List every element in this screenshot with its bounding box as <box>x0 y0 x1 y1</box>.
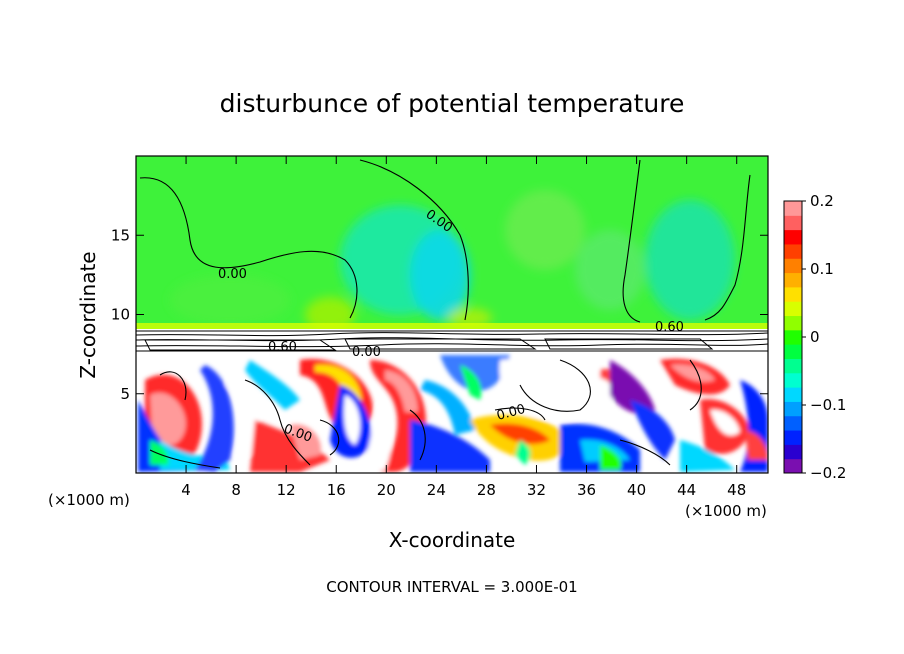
colorbar-swatch <box>784 215 802 231</box>
x-tick-label: 44 <box>677 481 696 499</box>
y-axis-title: Z-coordinate <box>76 251 100 378</box>
x-tick-label: 12 <box>277 481 296 499</box>
chart-title: disturbunce of potential temperature <box>220 89 685 118</box>
colorbar-tick-label: −0.1 <box>810 396 846 414</box>
contour-label: 0.00 <box>218 267 247 282</box>
colorbar-tick-label: 0 <box>810 328 820 346</box>
warm-interface-band <box>136 323 768 329</box>
plot-area: 0.00 0.00 0.60 0.00 0.00 0.00 0.60 <box>136 156 768 473</box>
y-axis: 5 10 15 <box>111 226 768 403</box>
colorbar-swatch <box>784 272 802 288</box>
contour-label: 0.00 <box>495 402 527 424</box>
x-tick-label: 24 <box>427 481 446 499</box>
x-axis-title: X-coordinate <box>389 528 516 552</box>
colorbar-swatch <box>784 258 802 274</box>
x-unit-label: (×1000 m) <box>685 502 767 520</box>
y-tick-label: 5 <box>120 385 130 403</box>
x-tick-label: 28 <box>477 481 496 499</box>
colorbar-tick-label: −0.2 <box>810 464 846 482</box>
colorbar-swatch <box>784 372 802 388</box>
colorbar-swatch <box>784 458 802 474</box>
z-unit-label: (×1000 m) <box>48 491 130 509</box>
y-tick-label: 10 <box>111 306 130 324</box>
colorbar-swatch <box>784 301 802 317</box>
colorbar-tick-label: 0.2 <box>810 192 834 210</box>
x-tick-label: 48 <box>727 481 746 499</box>
x-tick-label: 4 <box>181 481 191 499</box>
x-tick-label: 8 <box>231 481 241 499</box>
contour-label: 0.00 <box>352 345 381 360</box>
colorbar: 0.2 0.1 0 −0.1 −0.2 <box>783 192 846 482</box>
stable-layer-lines <box>136 330 768 352</box>
x-tick-label: 16 <box>327 481 346 499</box>
lower-layer-eddies <box>138 355 768 472</box>
x-tick-label: 32 <box>527 481 546 499</box>
colorbar-swatch <box>784 430 802 445</box>
colorbar-swatch <box>784 315 802 331</box>
x-axis: 4 8 12 16 20 24 28 32 36 40 44 48 <box>181 156 746 499</box>
x-tick-label: 20 <box>377 481 396 499</box>
x-tick-label: 40 <box>627 481 646 499</box>
colorbar-swatch <box>784 344 802 359</box>
colorbar-swatch <box>784 444 802 460</box>
colorbar-swatch <box>784 229 802 245</box>
colorbar-tick-label: 0.1 <box>810 260 834 278</box>
colorbar-swatch <box>784 415 802 431</box>
colorbar-swatch <box>784 243 802 259</box>
x-tick-label: 36 <box>577 481 596 499</box>
colorbar-swatch <box>784 387 802 402</box>
colorbar-swatch <box>784 329 802 345</box>
colorbar-swatch <box>784 201 802 216</box>
contour-label: 0.60 <box>268 340 297 355</box>
colorbar-swatch <box>784 286 802 302</box>
colorbar-swatch <box>784 358 802 374</box>
contour-label: 0.60 <box>655 320 684 335</box>
contour-lines <box>139 159 751 469</box>
y-tick-label: 15 <box>111 226 130 244</box>
colorbar-swatch <box>784 401 802 417</box>
contour-interval-text: CONTOUR INTERVAL = 3.000E-01 <box>326 578 577 596</box>
